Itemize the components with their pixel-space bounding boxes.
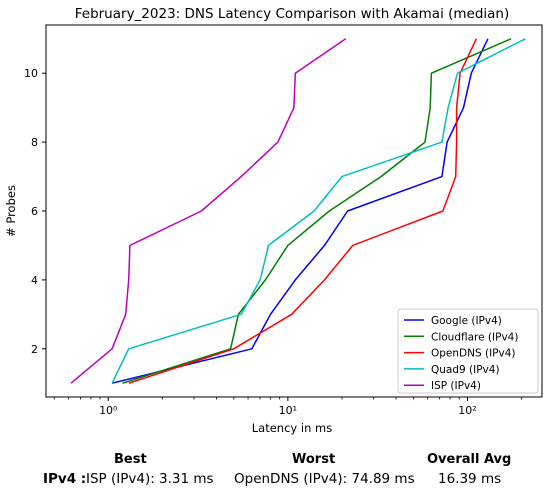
y-tick-label: 6 bbox=[31, 205, 38, 218]
legend-entry: OpenDNS (IPv4) bbox=[431, 348, 516, 360]
legend-box bbox=[397, 308, 539, 394]
y-tick-label: 2 bbox=[31, 343, 38, 356]
series-line bbox=[111, 38, 526, 384]
ipv4-row-label: IPv4 : bbox=[43, 471, 87, 487]
overall-avg-value: 16.39 ms bbox=[438, 471, 502, 487]
y-tick-label: 8 bbox=[31, 136, 38, 149]
best-value: ISP (IPv4): 3.31 ms bbox=[86, 471, 214, 487]
legend-entry: Google (IPv4) bbox=[431, 315, 502, 327]
overall-avg-header: Overall Avg bbox=[427, 452, 512, 467]
legend-entry: Quad9 (IPv4) bbox=[431, 364, 500, 376]
series-line bbox=[122, 38, 512, 384]
x-tick-label: 10² bbox=[458, 404, 476, 417]
latency-chart: February_2023: DNS Latency Comparison wi… bbox=[4, 6, 543, 435]
y-tick-label: 4 bbox=[31, 274, 38, 287]
legend: Google (IPv4) Cloudflare (IPv4) OpenDNS (I… bbox=[397, 308, 539, 394]
x-tick-label: 10⁰ bbox=[99, 404, 118, 417]
x-axis-label: Latency in ms bbox=[252, 421, 332, 435]
legend-entry: Cloudflare (IPv4) bbox=[431, 331, 518, 343]
y-tick-label: 10 bbox=[24, 67, 38, 80]
legend-entry: ISP (IPv4) bbox=[431, 380, 481, 392]
series-line bbox=[111, 38, 489, 384]
axis-ticks: 10⁰ 10¹ 10² 2 4 6 8 10 bbox=[24, 67, 522, 417]
series-lines bbox=[70, 38, 526, 384]
x-tick-label: 10¹ bbox=[279, 404, 297, 417]
worst-value: OpenDNS (IPv4): 74.89 ms bbox=[234, 471, 415, 487]
chart-title: February_2023: DNS Latency Comparison wi… bbox=[75, 6, 510, 22]
best-header: Best bbox=[114, 452, 147, 467]
summary-table: Best Worst Overall Avg IPv4 : ISP (IPv4)… bbox=[0, 446, 548, 496]
worst-header: Worst bbox=[292, 452, 336, 467]
series-line bbox=[70, 38, 347, 384]
y-axis-label: # Probes bbox=[4, 185, 18, 237]
series-line bbox=[128, 38, 477, 384]
